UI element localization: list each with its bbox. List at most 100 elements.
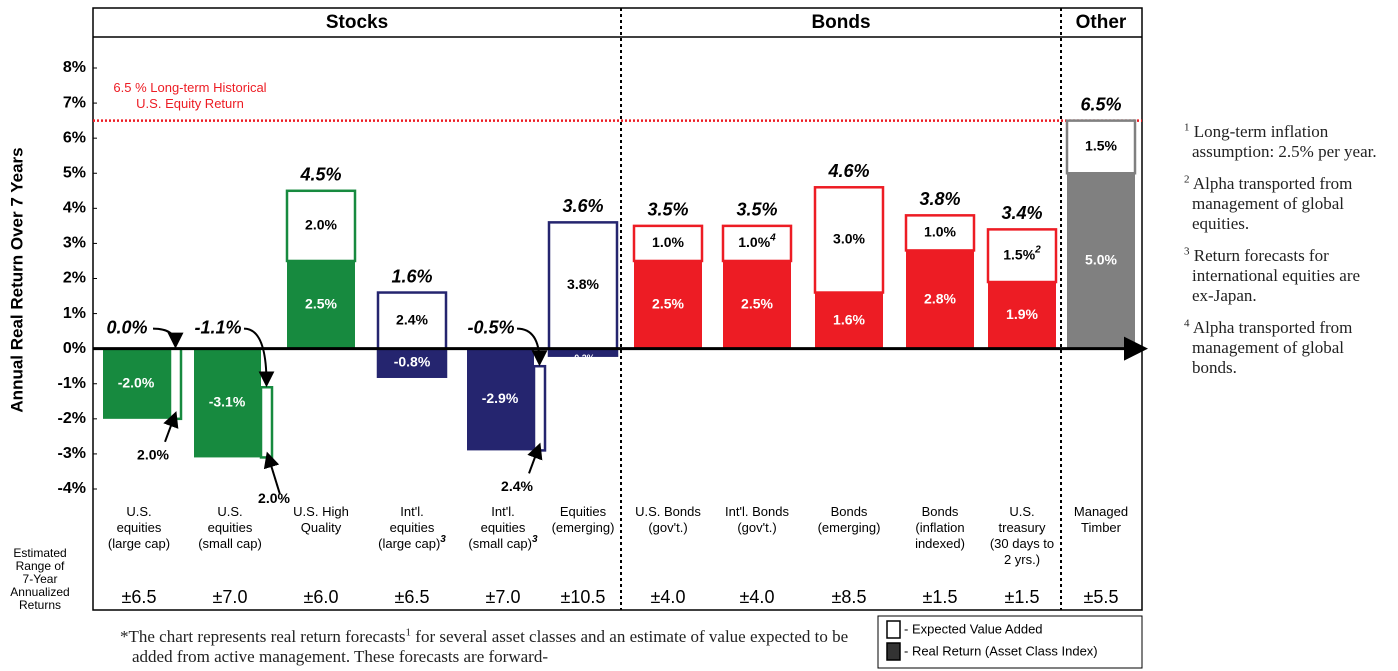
- legend-label: - Expected Value Added: [904, 621, 1043, 636]
- section-title: Bonds: [811, 12, 870, 33]
- value-added-box: [259, 386, 274, 459]
- range-label: ±1.5: [923, 587, 958, 607]
- legend-swatch: [886, 642, 901, 661]
- value-added-label: 2.4%: [501, 478, 533, 494]
- real-return-label: 2.5%: [305, 296, 337, 312]
- footnote-marker: 1: [1184, 121, 1190, 134]
- x-tick-label: Int'l. Bonds (gov't.): [725, 504, 789, 535]
- y-tick-label: 0%: [63, 340, 86, 357]
- footnote-text: Long-term inflation assumption: 2.5% per…: [1192, 122, 1377, 161]
- y-tick-label: -2%: [58, 410, 86, 427]
- x-tick-label: Equities (emerging): [552, 504, 615, 535]
- arrow: [243, 327, 275, 388]
- real-return-bar: [467, 348, 534, 451]
- note: *The chart represents real return foreca…: [120, 627, 872, 671]
- x-tick-label: Managed Timber: [1074, 504, 1128, 535]
- x-tick-label: Bonds (inflation indexed): [915, 504, 965, 551]
- total-label: 6.5%: [1080, 94, 1121, 114]
- y-tick-label: -1%: [58, 375, 86, 392]
- range-label: ±1.5: [1005, 587, 1040, 607]
- value-added-box: [285, 189, 357, 263]
- legend: [877, 615, 1143, 669]
- note-text: for several asset classes and an estimat…: [132, 627, 849, 666]
- category-note: 3: [440, 534, 446, 545]
- value-added-label: 2.0%: [305, 217, 337, 233]
- value-added-label: 1.5%2: [1003, 244, 1041, 262]
- y-tick-label: 2%: [63, 270, 86, 287]
- y-tick-label: -4%: [58, 480, 86, 497]
- value-added-note: 4: [769, 232, 776, 243]
- real-return-bar: [194, 348, 261, 458]
- real-return-bar: [634, 260, 702, 349]
- value-added-label: 2.0%: [137, 447, 169, 463]
- real-return-bar: [1067, 173, 1135, 349]
- x-tick-label: U.S. treasury (30 days to 2 yrs.): [990, 504, 1054, 567]
- y-axis-label: Annual Real Return Over 7 Years: [7, 147, 26, 412]
- total-label: 4.6%: [827, 161, 869, 181]
- real-return-label: 2.8%: [924, 290, 956, 306]
- footnote-text: Alpha transported from management of glo…: [1192, 318, 1353, 377]
- range-label: ±6.5: [395, 587, 430, 607]
- arrow: [516, 327, 548, 367]
- x-tick-label: Bonds (emerging): [818, 504, 881, 535]
- section-title: Stocks: [326, 12, 388, 33]
- value-added-note: 2: [1034, 244, 1041, 255]
- footnote-marker: 3: [1184, 245, 1190, 258]
- total-label: 1.6%: [391, 266, 432, 286]
- x-tick-label: Int'l. equities (small cap)3: [468, 504, 538, 551]
- value-added-box: [986, 228, 1058, 284]
- value-added-label: 1.5%: [1085, 138, 1117, 154]
- x-tick-label: U.S. equities (large cap): [108, 504, 170, 551]
- range-label: ±5.5: [1084, 587, 1119, 607]
- total-label: 4.5%: [299, 165, 341, 185]
- value-added-label: 1.0%4: [738, 232, 776, 250]
- total-label: 3.6%: [562, 196, 603, 216]
- y-tick-label: 7%: [63, 94, 86, 111]
- range-label: ±7.0: [213, 587, 248, 607]
- arrow: [152, 327, 184, 349]
- real-return-label: -3.1%: [209, 394, 246, 410]
- total-label: 3.5%: [647, 200, 688, 220]
- y-tick-label: 5%: [63, 164, 86, 181]
- range-label: ±6.0: [304, 587, 339, 607]
- real-return-label: -2.0%: [118, 374, 155, 390]
- note-marker: 1: [405, 627, 412, 639]
- real-return-label: 1.6%: [833, 311, 865, 327]
- arrow: [263, 451, 281, 495]
- range-label: ±4.0: [651, 587, 686, 607]
- range-label: ±6.5: [122, 587, 157, 607]
- real-return-label: 5.0%: [1085, 252, 1117, 268]
- range-label: ±8.5: [832, 587, 867, 607]
- x-tick-label: U.S. High Quality: [293, 504, 349, 535]
- footnote-marker: 2: [1184, 173, 1190, 186]
- value-added-box: [632, 224, 704, 263]
- value-added-label: 2.0%: [258, 490, 290, 506]
- y-tick-label: 3%: [63, 235, 86, 252]
- real-return-bar: [815, 292, 883, 349]
- total-label: 3.5%: [736, 200, 777, 220]
- value-added-label: 2.4%: [396, 311, 428, 327]
- footnote: 4 Alpha transported from management of g…: [1178, 318, 1378, 378]
- frame: [92, 7, 1143, 611]
- footnotes: 1 Long-term inflation assumption: 2.5% p…: [1178, 122, 1378, 390]
- real-return-bar: [723, 260, 791, 349]
- value-added-box: [721, 224, 793, 263]
- note-text: *The chart represents real return foreca…: [120, 627, 406, 646]
- y-tick-label: 1%: [63, 305, 86, 322]
- real-return-label: -0.8%: [394, 353, 431, 369]
- x-tick-label: U.S. Bonds (gov't.): [635, 504, 701, 535]
- real-return-bar: [549, 348, 617, 356]
- real-return-bar: [988, 282, 1056, 349]
- x-tick-label: Int'l. equities (large cap)3: [378, 504, 446, 551]
- real-return-bar: [906, 250, 974, 349]
- footnote-text: Return forecasts for international equit…: [1192, 246, 1361, 305]
- footnote: 1 Long-term inflation assumption: 2.5% p…: [1178, 122, 1378, 162]
- value-added-label: 1.0%: [924, 224, 956, 240]
- real-return-label: 2.5%: [652, 296, 684, 312]
- x-tick-label: U.S. equities (small cap): [198, 504, 262, 551]
- range-label: ±4.0: [740, 587, 775, 607]
- range-title: Estimated Range of 7-Year Annualized Returns: [10, 546, 69, 612]
- total-label: 3.4%: [1001, 203, 1042, 223]
- y-tick-label: 6%: [63, 129, 86, 146]
